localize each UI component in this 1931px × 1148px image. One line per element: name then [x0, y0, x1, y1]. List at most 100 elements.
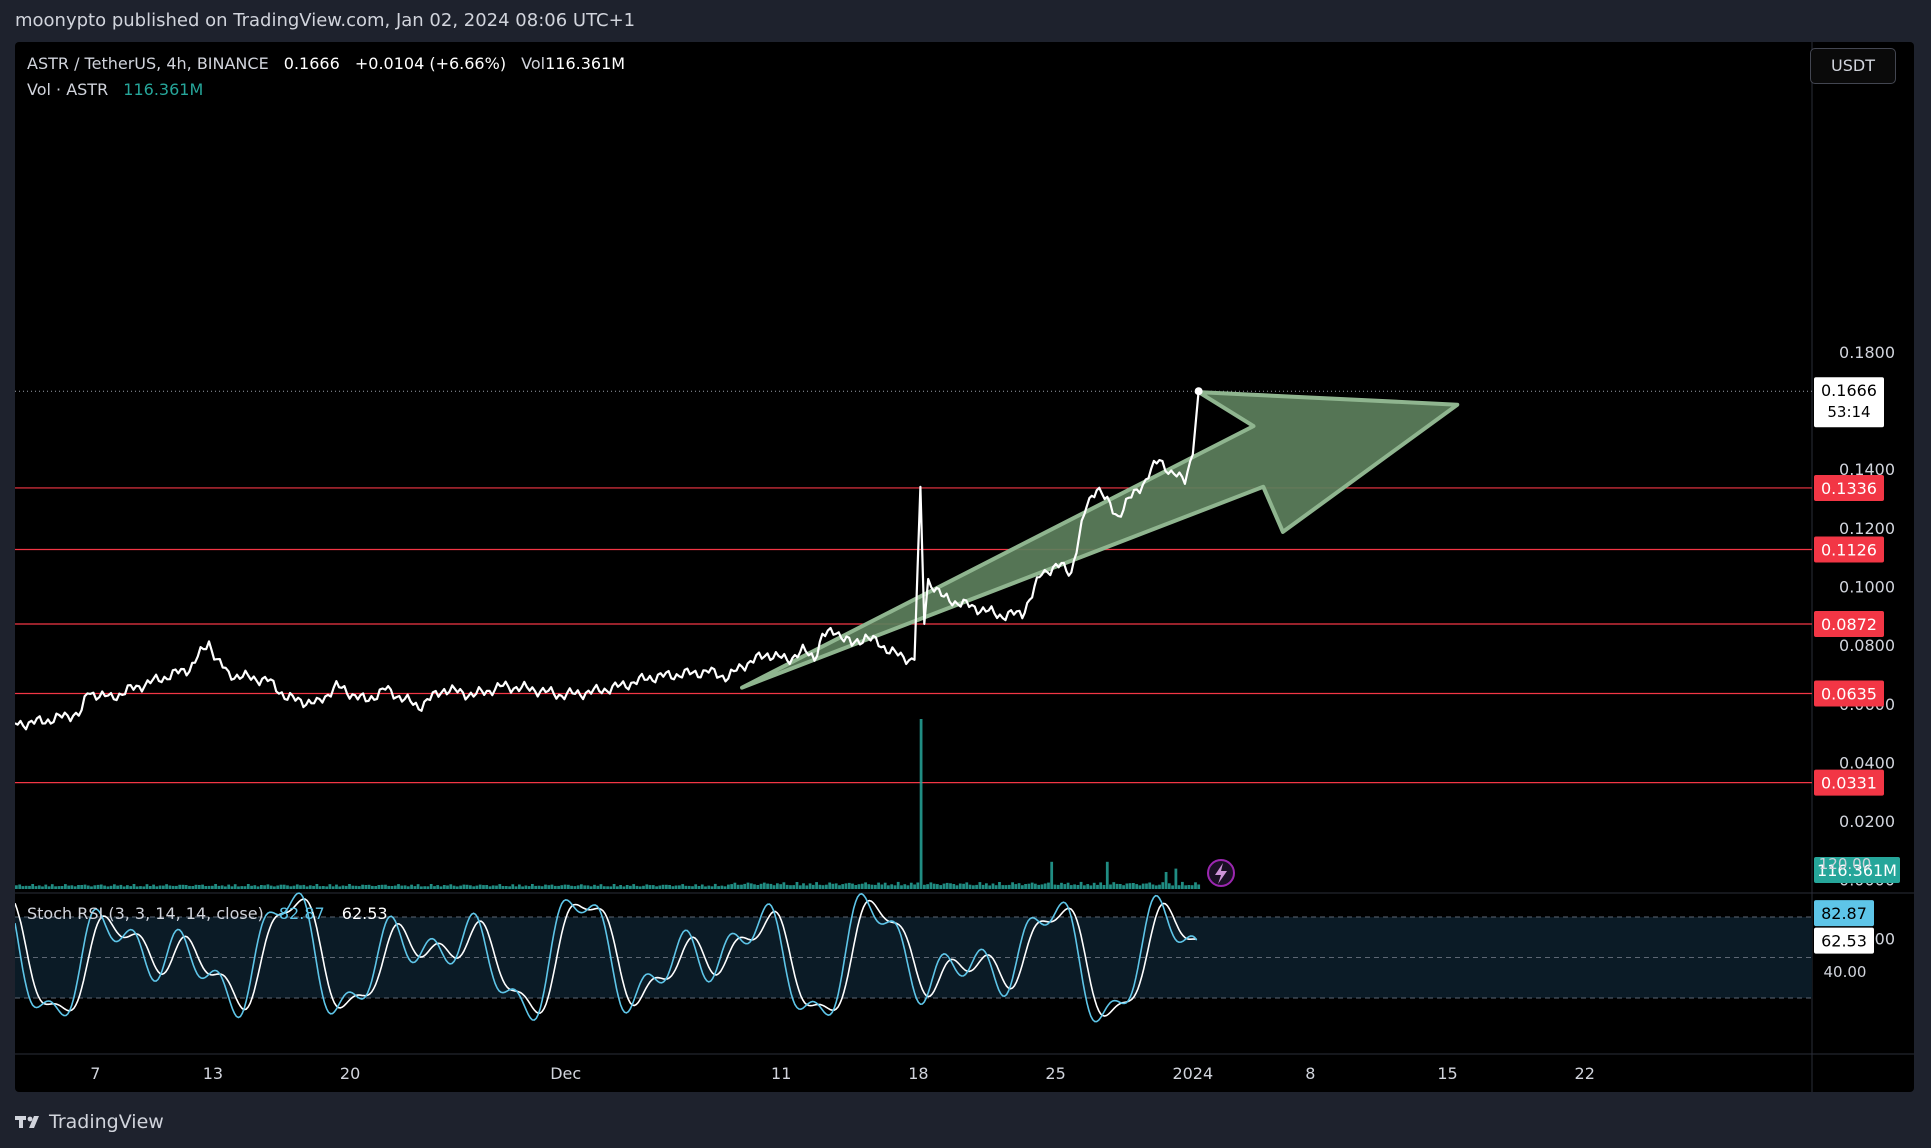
symbol-legend[interactable]: ASTR / TetherUS, 4h, BINANCE 0.1666 +0.0…: [27, 54, 625, 73]
volume-bar-307: [1017, 883, 1021, 889]
volume-bar-54: [191, 886, 195, 889]
volume-bar-95: [325, 886, 329, 889]
volume-bar-235: [782, 882, 786, 889]
volume-bar-242: [805, 885, 809, 889]
volume-bar-80: [276, 885, 280, 889]
stoch-rsi-legend[interactable]: Stoch RSI (3, 3, 14, 14, close) 82.87 62…: [27, 904, 388, 923]
volume-bar-202: [674, 885, 678, 889]
volume-bar-178: [596, 885, 600, 889]
volume-legend[interactable]: Vol · ASTR 116.361M: [27, 80, 203, 99]
volume-bar-40: [145, 884, 149, 889]
volume-bar-230: [766, 883, 769, 889]
currency-label: USDT: [1831, 56, 1875, 75]
volume-bar-189: [632, 884, 636, 889]
volume-bar-239: [795, 882, 799, 889]
volume-bar-326: [1079, 881, 1083, 889]
volume-bar-66: [230, 886, 234, 889]
volume-series-label: Vol · ASTR: [27, 80, 109, 99]
volume-bar-2: [21, 886, 25, 889]
volume-bar-157: [527, 886, 531, 889]
lightning-icon-bolt: [1215, 863, 1227, 884]
volume-bar-323: [1069, 885, 1073, 889]
volume-bar-225: [749, 883, 753, 889]
stoch-k-value: 82.87: [278, 904, 325, 923]
volume-bar-46: [165, 884, 168, 889]
volume-bar-110: [374, 886, 378, 889]
volume-bar-261: [867, 884, 871, 889]
volume-bar-259: [860, 883, 864, 889]
volume-bar-316: [1047, 882, 1050, 889]
volume-bar-63: [220, 885, 224, 889]
volume-bar-152: [511, 884, 515, 889]
volume-bar-163: [547, 885, 551, 889]
volume-series-value: 116.361M: [123, 80, 204, 99]
volume-bar-336: [1112, 882, 1116, 889]
publisher-header: moonypto published on TradingView.com, J…: [15, 10, 635, 31]
volume-bar-199: [665, 884, 668, 889]
volume-bar-93: [318, 886, 322, 889]
price-axis-tick-0: 0.1800: [1839, 343, 1895, 362]
volume-bar-150: [504, 886, 508, 889]
volume-bar-131: [442, 885, 446, 889]
volume-bar-8: [41, 886, 44, 889]
level-label-4: 0.0331: [1821, 774, 1877, 793]
volume-bar-250: [831, 883, 835, 889]
volume-bar-268: [890, 884, 894, 889]
volume-bar-308: [1021, 885, 1024, 889]
volume-bar-28: [106, 886, 110, 889]
volume-bar-13: [57, 886, 61, 889]
volume-bar-298: [988, 885, 992, 889]
volume-bar-37: [135, 886, 139, 889]
level-label-bg-4: [1814, 769, 1884, 796]
price-axis-tick-6: 0.0400: [1839, 753, 1895, 772]
volume-bar-14: [60, 886, 64, 889]
volume-bar-182: [609, 886, 613, 889]
volume-bar-48: [171, 885, 175, 889]
symbol-name[interactable]: ASTR / TetherUS, 4h, BINANCE: [27, 54, 269, 73]
volume-bar-84: [289, 886, 293, 889]
volume-bar-353: [1167, 883, 1171, 889]
volume-bar-141: [475, 885, 479, 889]
volume-bar-190: [635, 885, 639, 889]
chart-canvas[interactable]: 0.18000.14000.12000.10000.08000.06000.04…: [15, 42, 1914, 1092]
volume-bar-69: [240, 886, 244, 889]
volume-bar-115: [390, 886, 394, 889]
volume-bar-96: [328, 884, 332, 889]
volume-bar-257: [854, 885, 858, 889]
time-axis-tick-4: 11: [771, 1064, 791, 1083]
volume-bar-310: [1027, 883, 1031, 889]
volume-bar-164: [550, 884, 554, 889]
volume-bar-238: [792, 885, 796, 889]
price-axis-tick-1: 0.1400: [1839, 460, 1895, 479]
time-axis-tick-7: 2024: [1172, 1064, 1213, 1083]
volume-bar-360: [1190, 885, 1194, 889]
currency-button[interactable]: USDT: [1810, 48, 1896, 84]
volume-bar-130: [439, 886, 443, 889]
volume-bar-167: [560, 885, 564, 889]
volume-bar-321: [1063, 884, 1067, 889]
volume-bar-87: [299, 885, 302, 889]
volume-bar-191: [638, 886, 642, 889]
volume-bar-333: [1102, 885, 1106, 889]
volume-bar-344: [1138, 885, 1142, 889]
volume-bar-119: [403, 885, 407, 889]
volume-bar-332: [1099, 882, 1103, 889]
volume-bar-70: [243, 886, 247, 889]
volume-bar-43: [155, 886, 159, 889]
volume-bar-144: [485, 885, 489, 889]
volume-bar-319: [1056, 884, 1060, 889]
volume-bar-215: [717, 886, 720, 889]
stoch-k-line: [15, 892, 1198, 1023]
volume-bar-79: [273, 886, 276, 889]
volume-bar-192: [642, 885, 645, 889]
volume-bar-179: [599, 884, 603, 889]
volume-bar-320: [1060, 882, 1063, 889]
volume-bar-233: [776, 883, 779, 889]
volume-bar-33: [122, 886, 126, 889]
chart-frame[interactable]: 0.18000.14000.12000.10000.08000.06000.04…: [15, 42, 1914, 1092]
volume-bar-114: [387, 885, 391, 889]
volume-bar-283: [939, 885, 943, 889]
volume-bar-254: [844, 883, 848, 889]
volume-bar-280: [929, 882, 933, 889]
volume-bar-269: [893, 885, 897, 889]
